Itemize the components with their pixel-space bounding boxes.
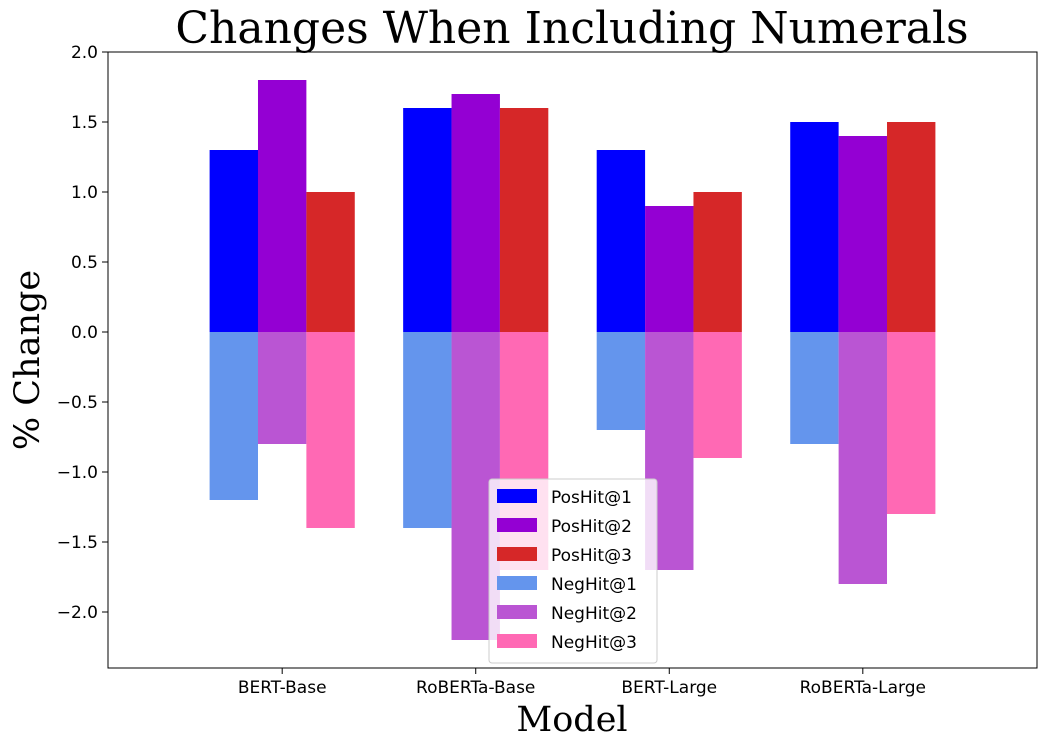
x-tick-label: BERT-Base <box>238 678 327 698</box>
legend-swatch <box>497 518 537 532</box>
bar-poshit-2-roberta-large <box>838 136 888 332</box>
y-tick-label: −1.0 <box>57 463 98 483</box>
bar-neghit-1-bert-large <box>596 332 646 430</box>
bar-poshit-1-roberta-large <box>790 122 839 332</box>
legend-label: PosHit@2 <box>551 517 632 537</box>
plot-area <box>209 80 936 640</box>
legend-label: NegHit@1 <box>551 575 637 595</box>
bar-neghit-3-bert-base <box>306 332 355 528</box>
bar-neghit-3-bert-large <box>693 332 742 458</box>
legend-swatch <box>497 576 537 590</box>
bar-poshit-1-bert-large <box>596 150 646 332</box>
y-tick-label: 2.0 <box>71 43 98 63</box>
chart-title: Changes When Including Numerals <box>175 3 968 54</box>
bar-poshit-3-bert-large <box>693 192 742 332</box>
bar-poshit-3-bert-base <box>306 192 355 332</box>
x-axis: BERT-Base RoBERTa-Base BERT-Large RoBERTa-L… <box>238 668 926 698</box>
bar-poshit-3-roberta-large <box>887 122 936 332</box>
plot-frame <box>107 51 1038 669</box>
legend-swatch <box>497 634 537 648</box>
x-axis-label: Model <box>516 700 627 740</box>
legend-label: NegHit@2 <box>551 604 637 624</box>
legend-swatch <box>497 605 537 619</box>
legend: PosHit@1 PosHit@2 PosHit@3 NegHit@1 NegHit@2… <box>488 478 658 664</box>
x-tick-label: RoBERTa-Large <box>800 678 926 698</box>
bar-poshit-1-bert-base <box>209 150 258 332</box>
bar-poshit-1-roberta-base <box>403 108 452 332</box>
y-tick-label: −0.5 <box>57 393 98 413</box>
y-tick-label: 0.0 <box>71 323 98 343</box>
bar-poshit-3-roberta-base <box>499 108 549 332</box>
bar-neghit-2-bert-base <box>257 332 307 444</box>
bar-poshit-2-roberta-base <box>451 94 500 332</box>
legend-swatch <box>497 547 537 561</box>
x-tick-label: BERT-Large <box>621 678 717 698</box>
y-tick-label: −1.5 <box>57 533 98 553</box>
legend-label: NegHit@3 <box>551 633 637 653</box>
legend-label: PosHit@3 <box>551 546 632 566</box>
legend-swatch <box>497 489 537 503</box>
bar-neghit-1-roberta-base <box>403 332 452 528</box>
bar-neghit-2-roberta-large <box>838 332 888 584</box>
legend-label: PosHit@1 <box>551 488 632 508</box>
y-axis-label: % Change <box>8 270 48 450</box>
bar-neghit-1-roberta-large <box>790 332 839 444</box>
bar-poshit-2-bert-large <box>645 206 694 332</box>
bar-poshit-2-bert-base <box>257 80 307 332</box>
y-tick-label: −2.0 <box>57 603 98 623</box>
y-tick-label: 1.0 <box>71 183 98 203</box>
bar-neghit-1-bert-base <box>209 332 258 500</box>
y-axis: 2.0 1.5 1.0 0.5 0.0 −0.5 −1.0 −1.5 −2.0 <box>57 43 108 623</box>
bar-neghit-3-roberta-large <box>887 332 936 514</box>
y-tick-label: 0.5 <box>71 253 98 273</box>
y-tick-label: 1.5 <box>71 113 98 133</box>
x-tick-label: RoBERTa-Base <box>416 678 535 698</box>
